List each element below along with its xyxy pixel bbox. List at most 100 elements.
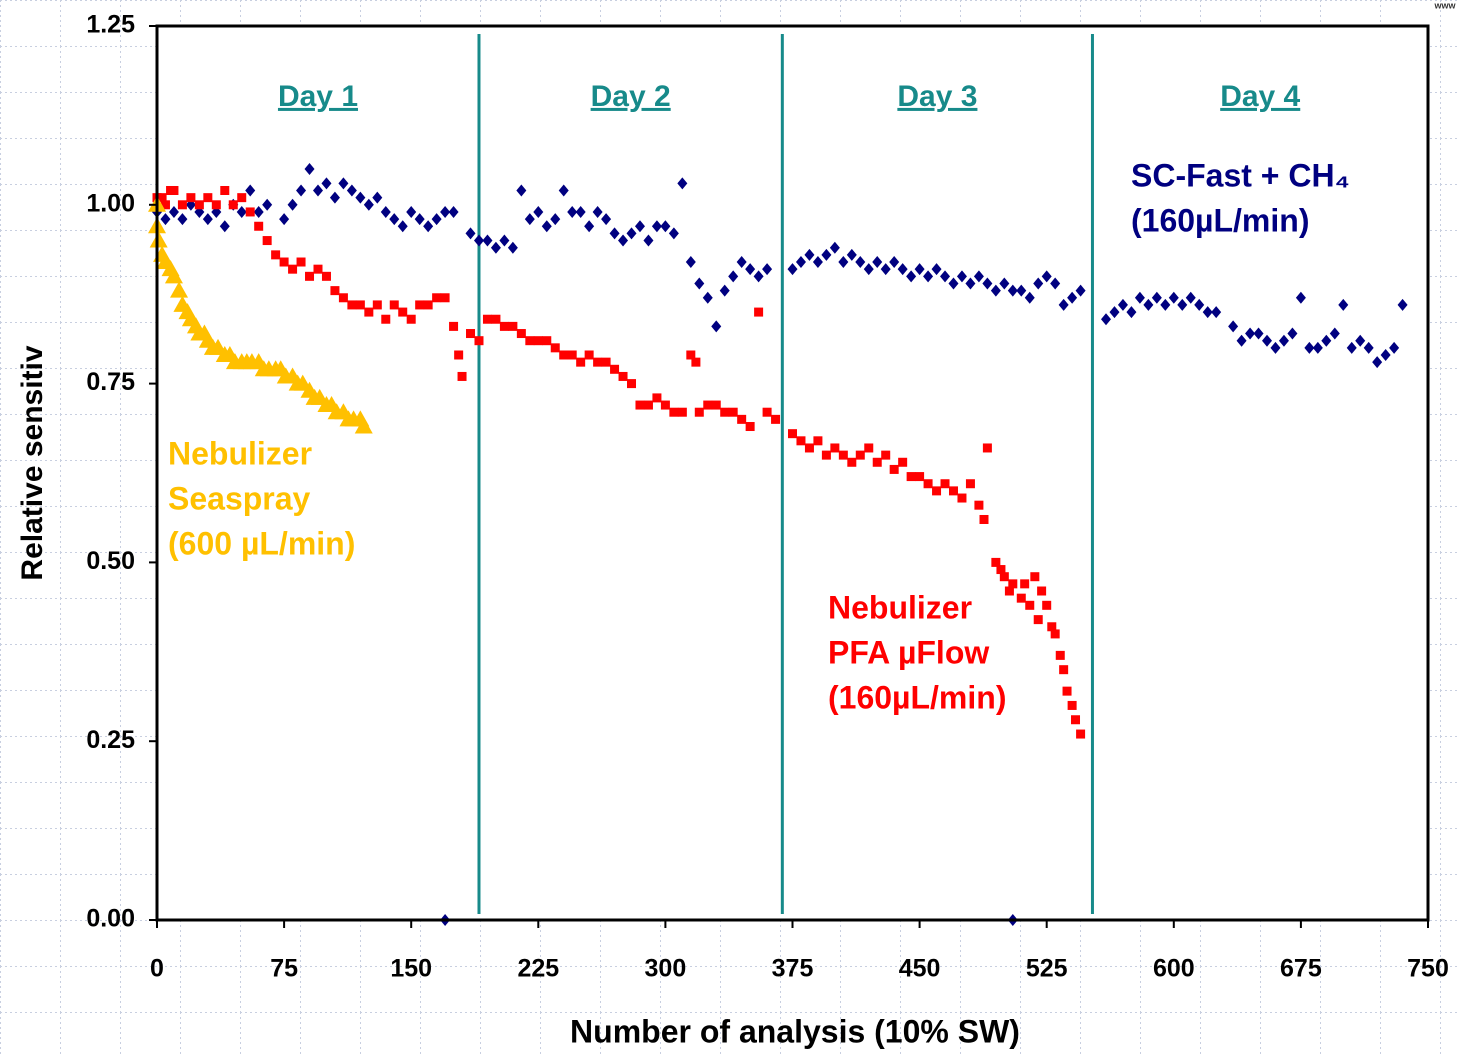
point — [1168, 291, 1179, 304]
point — [550, 213, 561, 226]
point — [668, 227, 679, 240]
point — [211, 200, 221, 210]
point — [448, 205, 459, 218]
point — [940, 270, 951, 283]
point — [346, 184, 357, 197]
day-label: Day 3 — [897, 80, 977, 113]
point — [364, 307, 374, 317]
point — [1270, 341, 1281, 354]
point — [669, 407, 679, 417]
x-tick-label: 375 — [772, 955, 814, 983]
point — [737, 414, 747, 424]
point — [160, 213, 171, 226]
point — [736, 256, 747, 269]
point — [389, 213, 400, 226]
point — [821, 450, 831, 460]
point — [830, 443, 840, 453]
point — [1287, 327, 1298, 340]
x-tick-label: 150 — [390, 955, 432, 983]
point — [813, 436, 823, 446]
point — [965, 277, 976, 290]
point — [719, 284, 730, 297]
y-axis-label: Relative sensitiv — [16, 345, 49, 580]
point — [1126, 306, 1137, 319]
point — [431, 213, 442, 226]
point — [1075, 284, 1086, 297]
point — [745, 422, 755, 432]
y-tick-label: 1.00 — [86, 189, 135, 217]
point — [525, 336, 535, 346]
point — [355, 191, 366, 204]
point — [881, 450, 891, 460]
point — [474, 336, 484, 346]
point — [516, 329, 526, 339]
point — [423, 220, 434, 233]
point — [652, 393, 662, 403]
point — [948, 486, 958, 496]
point — [728, 270, 739, 283]
point — [347, 300, 357, 310]
point — [482, 234, 493, 247]
point — [559, 350, 569, 360]
series-label: PFA µFlow — [828, 634, 989, 670]
point — [354, 417, 373, 434]
point — [1033, 277, 1044, 290]
point — [1041, 270, 1052, 283]
y-tick-label: 0.50 — [86, 547, 135, 575]
point — [550, 343, 560, 353]
x-tick-label: 675 — [1280, 955, 1322, 983]
series-label: Nebulizer — [828, 589, 972, 625]
point — [1329, 327, 1340, 340]
point — [499, 321, 509, 331]
point — [164, 267, 183, 284]
point — [847, 457, 857, 467]
point — [932, 486, 942, 496]
point — [906, 270, 917, 283]
point — [457, 371, 467, 381]
point — [762, 407, 772, 417]
point — [1397, 298, 1408, 311]
point — [660, 220, 671, 233]
point — [1117, 298, 1128, 311]
point — [372, 191, 383, 204]
point — [202, 213, 213, 226]
point — [923, 270, 934, 283]
x-tick-label: 225 — [517, 955, 559, 983]
point — [1211, 306, 1222, 319]
series-label: Seaspray — [168, 480, 311, 516]
point — [762, 263, 773, 276]
point — [1228, 320, 1239, 333]
point — [1143, 298, 1154, 311]
point — [466, 329, 476, 339]
x-tick-label: 450 — [899, 955, 941, 983]
point — [1037, 586, 1047, 596]
point — [220, 185, 230, 195]
point — [1177, 298, 1188, 311]
point — [1076, 729, 1086, 739]
point — [575, 205, 586, 218]
series-label: SC-Fast + CH₄ — [1131, 157, 1350, 193]
point — [567, 350, 577, 360]
point — [694, 407, 704, 417]
point — [1050, 277, 1061, 290]
point — [965, 479, 975, 489]
point — [685, 256, 696, 269]
point — [1262, 334, 1273, 347]
point — [728, 407, 738, 417]
point — [609, 227, 620, 240]
point — [491, 314, 501, 324]
point — [584, 220, 595, 233]
point — [864, 443, 874, 453]
point — [872, 457, 882, 467]
point — [406, 205, 417, 218]
point — [1151, 291, 1162, 304]
point — [329, 191, 340, 204]
point — [415, 300, 425, 310]
point — [1007, 284, 1018, 297]
point — [677, 177, 688, 190]
point — [796, 436, 806, 446]
y-tick-label: 0.25 — [86, 726, 135, 754]
point — [203, 193, 213, 203]
plot-area — [157, 26, 1428, 920]
point — [863, 263, 874, 276]
